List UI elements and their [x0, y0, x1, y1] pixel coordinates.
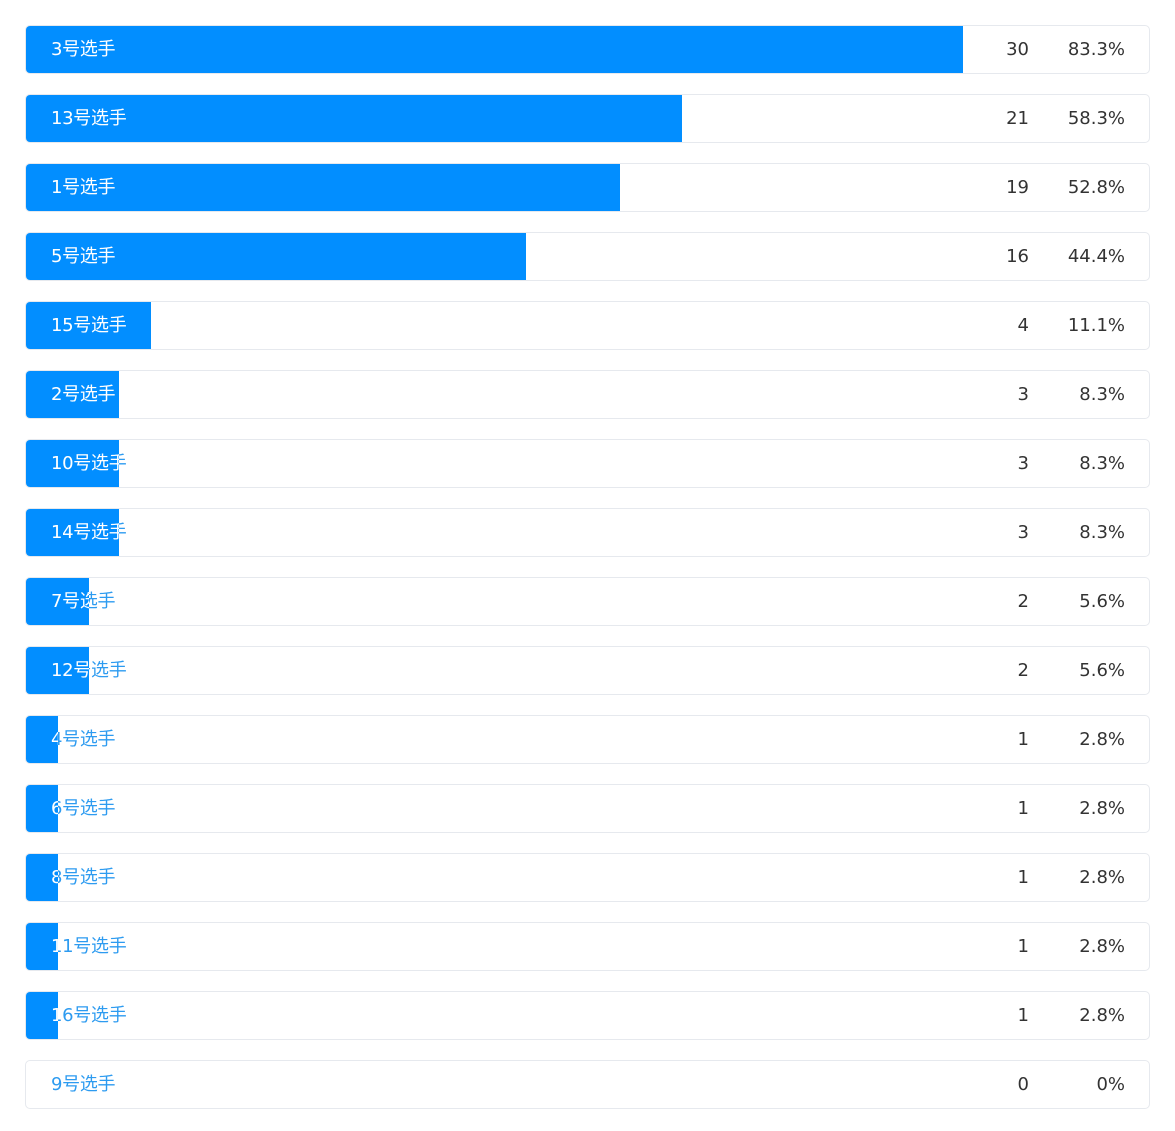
vote-count: 30: [1006, 39, 1029, 60]
candidate-label: 5号选手 5号选手: [51, 233, 116, 280]
result-bar: [26, 164, 620, 211]
result-bar: [26, 371, 119, 418]
result-bar: [26, 26, 963, 73]
result-bar: [26, 992, 58, 1039]
result-row: 2号选手 2号选手 3 8.3%: [25, 370, 1150, 419]
vote-count: 16: [1006, 246, 1029, 267]
candidate-label: 16号选手16号选手: [51, 992, 127, 1039]
candidate-label-on-bar: 6号选手: [51, 785, 58, 832]
result-row: 9号选手9号选手 0 0%: [25, 1060, 1150, 1109]
result-row: 16号选手16号选手 1 2.8%: [25, 991, 1150, 1040]
vote-percentage: 0%: [1096, 1074, 1125, 1095]
candidate-label-on-bar: 11号选手: [51, 923, 58, 970]
result-row: 8号选手8号选手 1 2.8%: [25, 853, 1150, 902]
result-bar: [26, 716, 58, 763]
result-row: 11号选手11号选手 1 2.8%: [25, 922, 1150, 971]
vote-count: 3: [1017, 522, 1029, 543]
candidate-label: 11号选手11号选手: [51, 923, 127, 970]
vote-count: 4: [1017, 315, 1029, 336]
vote-count: 1: [1017, 798, 1029, 819]
candidate-label: 2号选手 2号选手: [51, 371, 116, 418]
candidate-label: 10号选手 10号选手: [51, 440, 127, 487]
result-bar: [26, 440, 119, 487]
candidate-label: 3号选手 3号选手: [51, 26, 116, 73]
vote-percentage: 5.6%: [1079, 660, 1125, 681]
candidate-label-on-bar: 1号选手: [51, 177, 116, 198]
candidate-label-on-bar: 10号选手: [51, 453, 119, 474]
candidate-label-on-bar: 12号选手: [51, 660, 89, 681]
vote-percentage: 52.8%: [1067, 177, 1125, 198]
candidate-label-on-bar: 14号选手: [51, 522, 119, 543]
vote-results-list: 3号选手 3号选手 30 83.3% 13号选手 13号选手 21 58.3% 1号选手 1号选手…: [25, 25, 1150, 1129]
candidate-label: 13号选手 13号选手: [51, 95, 127, 142]
vote-count: 3: [1017, 384, 1029, 405]
vote-percentage: 2.8%: [1079, 729, 1125, 750]
result-row: 15号选手 15号选手 4 11.1%: [25, 301, 1150, 350]
result-bar: [26, 647, 89, 694]
result-row: 3号选手 3号选手 30 83.3%: [25, 25, 1150, 74]
vote-count: 1: [1017, 1005, 1029, 1026]
vote-count: 19: [1006, 177, 1029, 198]
vote-percentage: 44.4%: [1067, 246, 1125, 267]
candidate-label-on-bar: 5号选手: [51, 246, 116, 267]
vote-percentage: 8.3%: [1079, 453, 1125, 474]
vote-percentage: 8.3%: [1079, 384, 1125, 405]
vote-percentage: 2.8%: [1079, 798, 1125, 819]
result-row: 10号选手 10号选手 3 8.3%: [25, 439, 1150, 488]
result-bar: [26, 854, 58, 901]
result-bar: [26, 509, 119, 556]
result-bar: [26, 923, 58, 970]
vote-count: 1: [1017, 729, 1029, 750]
result-row: 12号选手12号选手 2 5.6%: [25, 646, 1150, 695]
vote-percentage: 2.8%: [1079, 867, 1125, 888]
candidate-label: 6号选手6号选手: [51, 785, 116, 832]
candidate-label: 1号选手 1号选手: [51, 164, 116, 211]
vote-percentage: 8.3%: [1079, 522, 1125, 543]
vote-percentage: 11.1%: [1067, 315, 1125, 336]
candidate-label: 9号选手9号选手: [51, 1074, 116, 1095]
result-row: 6号选手6号选手 1 2.8%: [25, 784, 1150, 833]
candidate-label-on-bar: 4号选手: [51, 716, 58, 763]
candidate-label-on-bar: 16号选手: [51, 992, 58, 1039]
result-bar: [26, 95, 682, 142]
result-row: 1号选手 1号选手 19 52.8%: [25, 163, 1150, 212]
candidate-label-on-bar: 2号选手: [51, 384, 116, 405]
vote-count: 0: [1017, 1074, 1029, 1095]
result-row: 14号选手 14号选手 3 8.3%: [25, 508, 1150, 557]
candidate-label-on-bar: 7号选手: [51, 591, 89, 612]
candidate-label: 7号选手7号选手: [51, 578, 116, 625]
vote-count: 1: [1017, 936, 1029, 957]
result-row: 7号选手7号选手 2 5.6%: [25, 577, 1150, 626]
result-bar: [26, 302, 151, 349]
result-row: 5号选手 5号选手 16 44.4%: [25, 232, 1150, 281]
candidate-label: 4号选手4号选手: [51, 716, 116, 763]
candidate-label: 15号选手 15号选手: [51, 302, 127, 349]
result-bar: [26, 578, 89, 625]
vote-percentage: 5.6%: [1079, 591, 1125, 612]
result-row: 4号选手4号选手 1 2.8%: [25, 715, 1150, 764]
vote-count: 3: [1017, 453, 1029, 474]
vote-count: 21: [1006, 108, 1029, 129]
vote-percentage: 2.8%: [1079, 1005, 1125, 1026]
vote-count: 2: [1017, 660, 1029, 681]
candidate-label: 12号选手12号选手: [51, 647, 127, 694]
vote-percentage: 83.3%: [1067, 39, 1125, 60]
candidate-label-on-bar: 8号选手: [51, 854, 58, 901]
candidate-label-on-bar: 13号选手: [51, 108, 127, 129]
candidate-label-on-bar: 3号选手: [51, 39, 116, 60]
candidate-label-on-bar: 15号选手: [51, 315, 127, 336]
candidate-label: 14号选手 14号选手: [51, 509, 127, 556]
result-row: 13号选手 13号选手 21 58.3%: [25, 94, 1150, 143]
result-bar: [26, 233, 526, 280]
vote-count: 2: [1017, 591, 1029, 612]
result-bar: [26, 785, 58, 832]
candidate-label: 8号选手8号选手: [51, 854, 116, 901]
vote-percentage: 58.3%: [1067, 108, 1125, 129]
vote-percentage: 2.8%: [1079, 936, 1125, 957]
vote-count: 1: [1017, 867, 1029, 888]
